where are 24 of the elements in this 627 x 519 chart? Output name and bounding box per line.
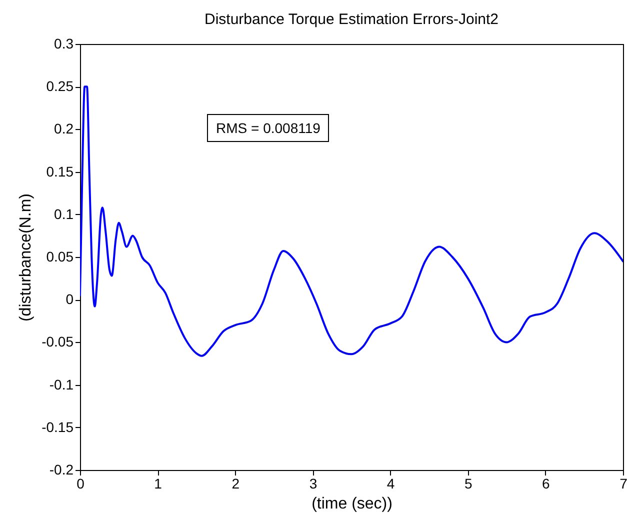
y-tick-label: 0.05 (46, 248, 74, 264)
x-tick-label: 4 (386, 476, 395, 492)
y-tick-label: -0.2 (49, 462, 74, 478)
y-tick-label: -0.05 (42, 334, 74, 350)
y-tick-label: 0 (66, 291, 74, 308)
line-series (80, 86, 623, 357)
y-tick-label: 0.25 (46, 78, 74, 94)
x-axis-title: (time (sec)) (312, 496, 392, 512)
y-tick-label: 0.2 (54, 120, 74, 137)
annotation: RMS = 0.008119 (207, 114, 330, 142)
x-tick-label: 6 (542, 476, 550, 492)
y-tick-label: 0.1 (54, 206, 74, 222)
y-tick-label: -0.15 (42, 418, 74, 435)
y-tick-label: -0.1 (49, 376, 74, 392)
x-tick-label: 5 (464, 476, 472, 492)
x-tick-label: 0 (76, 476, 85, 492)
y-tick-label: 0.3 (54, 36, 74, 52)
y-axis-title: (disturbance(N.m) (18, 193, 35, 322)
x-tick-label: 2 (232, 476, 240, 492)
x-tick-label: 3 (309, 476, 318, 492)
y-tick-label: 0.15 (46, 163, 74, 180)
x-tick-label: 7 (620, 476, 627, 492)
x-tick-label: 1 (154, 476, 162, 492)
chart-title: Disturbance Torque Estimation Errors-Joint2 (204, 11, 499, 28)
